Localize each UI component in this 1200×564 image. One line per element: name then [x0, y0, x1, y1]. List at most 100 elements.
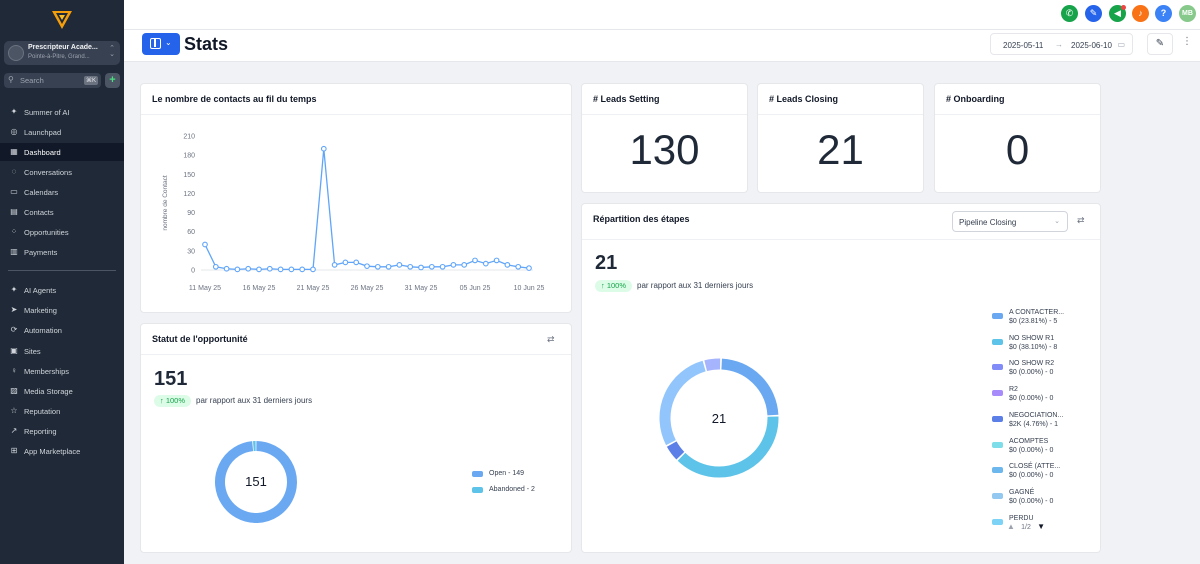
stage-name: GAGNÉ [1009, 488, 1035, 496]
phone-button[interactable]: ✆ [1061, 5, 1078, 22]
search-input[interactable]: ⚲ Search ⌘K [4, 73, 101, 88]
donut-segment[interactable] [721, 358, 779, 416]
help-button[interactable]: ? [1155, 5, 1172, 22]
automation-icon: ⟳ [10, 325, 18, 334]
account-switcher[interactable]: Prescripteur Acade... Pointe-à-Pitre, Gr… [4, 41, 120, 65]
legend-label: Open - 149 [489, 470, 525, 477]
stage-name: A CONTACTER... [1009, 309, 1065, 316]
contacts-icon: ▤ [10, 207, 18, 216]
user-avatar[interactable]: MB [1179, 5, 1196, 22]
legend-swatch [992, 415, 1003, 422]
legend-swatch [992, 364, 1003, 371]
data-point [407, 263, 414, 270]
stage-detail: $2K (4.76%) - 1 [1009, 420, 1059, 428]
sidebar-item-label: Media Storage [24, 387, 73, 396]
sidebar-item-contacts[interactable]: ▤ Contacts [0, 203, 124, 221]
data-point [202, 241, 208, 248]
pipeline-select-value: Pipeline Closing [959, 218, 1017, 227]
stage-name: R2 [1009, 386, 1018, 394]
sidebar-item-sites[interactable]: ▣ Sites [0, 342, 124, 360]
view-switcher-button[interactable]: ⌄ [142, 33, 180, 55]
sparkle-icon: ✦ [10, 107, 18, 116]
card-title: Le nombre de contacts au fil du temps [152, 94, 317, 104]
swap-icon[interactable]: ⇄ [1077, 215, 1085, 225]
legend-pager: ▲ 1/2 ▼ [1007, 522, 1045, 531]
data-point [482, 260, 489, 267]
sidebar-item-marketing[interactable]: ➤ Marketing [0, 301, 124, 319]
megaphone-button[interactable]: ◀ [1109, 5, 1126, 22]
sidebar-item-launchpad[interactable]: ◎ Launchpad [0, 123, 124, 141]
sidebar-item-media-storage[interactable]: ▨ Media Storage [0, 382, 124, 400]
pipeline-select[interactable]: Pipeline Closing ⌄ [952, 211, 1068, 232]
donut-segment[interactable] [215, 441, 297, 523]
help-icon: ? [1160, 8, 1167, 18]
sidebar-item-label: Marketing [24, 306, 57, 315]
stage-detail: $0 (0.00%) - 0 [1009, 395, 1054, 403]
sidebar-item-reputation[interactable]: ☆ Reputation [0, 402, 124, 420]
data-point [450, 262, 457, 268]
kpi-value: 21 [817, 126, 864, 173]
sidebar-item-conversations[interactable]: ◌ Conversations [0, 163, 124, 181]
data-point [461, 262, 468, 268]
y-tick-label: 30 [187, 248, 195, 255]
sidebar-item-opportunities[interactable]: ⁘ Opportunities [0, 223, 124, 241]
pencil-icon: ✎ [1155, 38, 1165, 49]
sidebar-item-label: Conversations [24, 168, 72, 177]
calendar-icon: ▭ [10, 187, 18, 196]
sidebar-item-reporting[interactable]: ↗ Reporting [0, 422, 124, 440]
data-point [504, 262, 511, 268]
data-point [223, 265, 230, 272]
more-options-icon[interactable]: ⋮ [1182, 36, 1192, 47]
series-line [204, 148, 530, 271]
date-range-picker[interactable]: 2025-05-11 → 2025-06-10 ▭ [990, 33, 1133, 55]
sidebar-item-payments[interactable]: ▥ Payments [0, 243, 124, 261]
quick-add-button[interactable]: + [105, 73, 120, 88]
date-start: 2025-05-11 [1003, 41, 1044, 50]
sidebar-item-dashboard[interactable]: ▦ Dashboard [0, 143, 124, 161]
search-placeholder: Search [20, 76, 44, 85]
layout-icon [150, 38, 161, 49]
sidebar-item-ai-agents[interactable]: ✦ AI Agents [0, 281, 124, 299]
sidebar-item-memberships[interactable]: ♀ Memberships [0, 362, 124, 380]
data-point [299, 266, 306, 273]
sidebar-item-app-marketplace[interactable]: ⊞ App Marketplace [0, 442, 124, 460]
stage-name: NEGOCIATION... [1009, 411, 1064, 419]
x-tick-label: 16 May 25 [243, 285, 276, 292]
donut-segment[interactable] [659, 360, 706, 446]
pager-next-icon[interactable]: ▼ [1037, 522, 1046, 531]
x-tick-label: 26 May 25 [351, 285, 384, 292]
chevron-updown-icon: ⌃ ⌄ [109, 45, 115, 58]
magic-button[interactable]: ✎ [1085, 5, 1102, 22]
sidebar-item-label: AI Agents [24, 286, 57, 295]
swap-icon[interactable]: ⇄ [547, 334, 555, 344]
sidebar-item-label: App Marketplace [24, 447, 81, 456]
donut-segment[interactable] [666, 441, 685, 460]
card-title: Répartition des étapes [593, 214, 690, 224]
y-tick-label: 120 [183, 191, 195, 198]
stage-detail: $0 (38.10%) - 8 [1009, 343, 1058, 351]
data-point [331, 262, 338, 268]
donut-segment[interactable] [704, 358, 721, 372]
card-title: # Leads Setting [593, 94, 660, 104]
legend-swatch [992, 492, 1003, 499]
pager-prev-icon[interactable]: ▲ [1007, 522, 1015, 531]
y-tick-label: 60 [187, 229, 195, 236]
page-header: ⌄ Stats 2025-05-11 → 2025-06-10 ▭ ✎ ⋮ [124, 30, 1200, 62]
sidebar-item-label: Payments [24, 248, 58, 257]
bell-button[interactable]: ♪ [1132, 5, 1149, 22]
y-tick-label: 180 [183, 153, 195, 160]
sidebar-item-automation[interactable]: ⟳ Automation [0, 321, 124, 339]
opportunity-total: 151 [154, 368, 188, 390]
rocket-icon: ◎ [10, 127, 18, 136]
sidebar-item-label: Summer of AI [24, 108, 70, 117]
sidebar: Prescripteur Acade... Pointe-à-Pitre, Gr… [0, 0, 124, 564]
edit-dashboard-button[interactable]: ✎ [1147, 33, 1173, 55]
sidebar-item-calendars[interactable]: ▭ Calendars [0, 183, 124, 201]
grid-icon: ▦ [10, 147, 18, 156]
donut-segment[interactable] [677, 416, 779, 478]
brand-logo-icon[interactable] [51, 10, 73, 30]
sidebar-item-summer-of-ai[interactable]: ✦ Summer of AI [0, 103, 124, 121]
x-tick-label: 11 May 25 [189, 285, 221, 292]
legend-label: Abandoned - 2 [489, 486, 535, 493]
bell-icon: ♪ [1138, 8, 1143, 18]
